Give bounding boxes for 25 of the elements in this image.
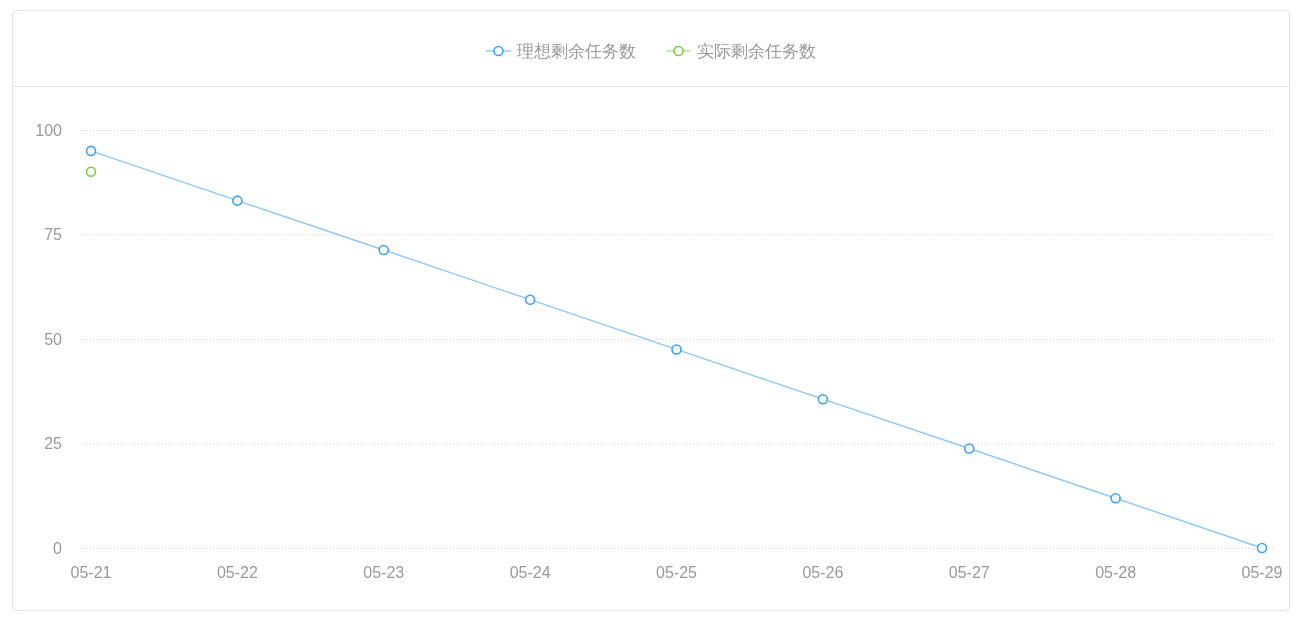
x-tick-label: 05-28 [1095,564,1137,581]
x-tick-label: 05-29 [1241,564,1283,581]
x-tick-label: 05-27 [948,564,990,581]
x-tick-label: 05-21 [70,564,112,581]
point [817,393,829,405]
point [85,145,97,157]
point [378,244,390,256]
point [524,294,536,306]
y-tick-label: 50 [44,330,63,348]
x-tick-label: 05-22 [216,564,258,581]
legend-label: 实际剩余任务数 [697,42,816,61]
y-tick-label: 25 [44,435,63,452]
y-tick-label: 75 [44,226,63,243]
point [1256,542,1268,554]
y-tick-label: 100 [35,121,63,139]
point [671,344,682,355]
x-tick-label: 05-25 [656,564,698,581]
point [1110,492,1121,504]
point [232,195,243,206]
x-tick-label: 05-24 [509,564,551,581]
y-tick-label: 0 [53,539,63,557]
legend-label: 理想剩余任务数 [517,42,636,61]
point [963,443,975,454]
x-tick-label: 05-26 [802,564,844,581]
x-tick-label: 05-23 [363,564,405,581]
